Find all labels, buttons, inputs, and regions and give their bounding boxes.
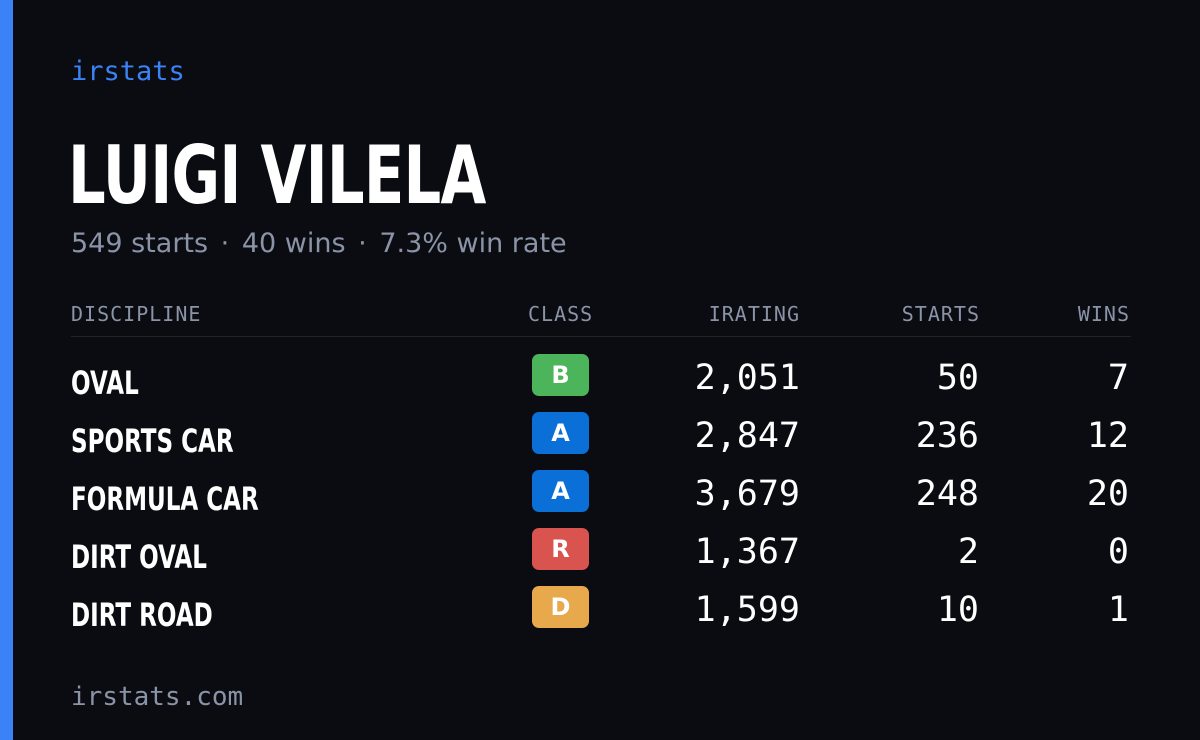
discipline-label: OVAL (71, 364, 139, 402)
class-badge: R (532, 528, 589, 570)
discipline-label: DIRT OVAL (71, 538, 207, 576)
irating-value: 2,051 (694, 358, 800, 398)
footer-url: irstats.com (71, 682, 244, 712)
accent-bar (0, 0, 13, 740)
table-row: DIRT OVAL R 1,367 2 0 (0, 528, 1200, 586)
header-wins: WINS (1077, 302, 1130, 326)
wins-value: 20 (1086, 474, 1129, 514)
wins-value: 12 (1086, 416, 1129, 456)
brand-logo: irstats (71, 56, 185, 87)
starts-value: 50 (936, 358, 979, 398)
class-badge: D (532, 586, 589, 628)
starts-value: 10 (936, 590, 979, 630)
discipline-label: DIRT ROAD (71, 596, 213, 634)
table-row: OVAL B 2,051 50 7 (0, 354, 1200, 412)
class-badge: B (532, 354, 589, 396)
irating-value: 3,679 (694, 474, 800, 514)
starts-value: 248 (915, 474, 979, 514)
discipline-label: SPORTS CAR (71, 422, 234, 460)
table-row: SPORTS CAR A 2,847 236 12 (0, 412, 1200, 470)
class-badge: A (532, 412, 589, 454)
wins-value: 7 (1107, 358, 1129, 398)
driver-name: LUIGI VILELA (68, 129, 486, 222)
header-discipline: DISCIPLINE (71, 302, 202, 326)
summary-wins: 40 wins (241, 228, 346, 259)
starts-value: 236 (915, 416, 979, 456)
irating-value: 1,599 (694, 590, 800, 630)
wins-value: 0 (1107, 532, 1129, 572)
header-class: CLASS (528, 302, 594, 326)
discipline-label: FORMULA CAR (71, 480, 259, 518)
starts-value: 2 (957, 532, 979, 572)
header-irating: IRATING (708, 302, 800, 326)
driver-summary: 549 starts · 40 wins · 7.3% win rate (71, 228, 567, 259)
irating-value: 1,367 (694, 532, 800, 572)
summary-winrate: 7.3% win rate (379, 228, 567, 259)
irating-value: 2,847 (694, 416, 800, 456)
summary-separator: · (220, 228, 230, 259)
table-row: DIRT ROAD D 1,599 10 1 (0, 586, 1200, 644)
summary-starts: 549 starts (71, 228, 209, 259)
wins-value: 1 (1107, 590, 1129, 630)
table-row: FORMULA CAR A 3,679 248 20 (0, 470, 1200, 528)
class-badge: A (532, 470, 589, 512)
header-starts: STARTS (901, 302, 980, 326)
header-divider (71, 336, 1131, 337)
summary-separator: · (358, 228, 367, 259)
